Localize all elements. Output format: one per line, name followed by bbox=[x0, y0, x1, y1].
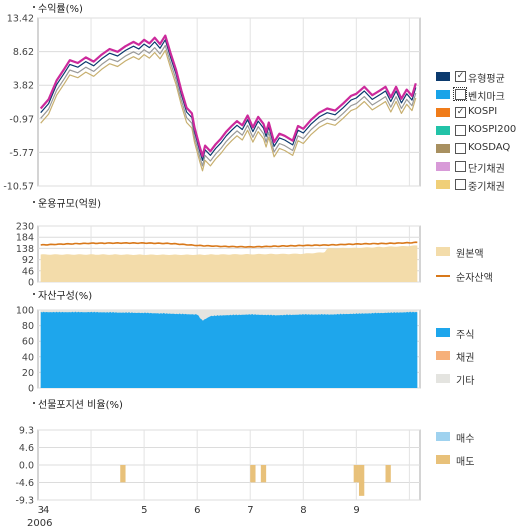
chart-panel-1: 수익률(%) 13.42 8.62 3.82 -0.97 -5.77 -10.57 bbox=[3, 3, 421, 193]
legend-swatch bbox=[436, 126, 450, 135]
legend-label: KOSPI bbox=[468, 106, 498, 117]
y-tick-label: 8.62 bbox=[13, 47, 34, 58]
legend-label: 채권 bbox=[456, 353, 475, 364]
y-tick-label: 100 bbox=[16, 306, 34, 317]
y-tick-label: 20 bbox=[22, 368, 34, 379]
legend-swatch bbox=[436, 162, 450, 171]
x-tick-label: 9 bbox=[353, 505, 359, 516]
legend-label: 주식 bbox=[456, 330, 475, 341]
y-tick-label: -9.3 bbox=[15, 496, 34, 507]
plot-frame bbox=[37, 17, 421, 187]
y-tick-label: -0.97 bbox=[9, 114, 34, 125]
series-line-type_avg bbox=[40, 39, 417, 161]
bar-sell bbox=[250, 465, 256, 483]
legend-checkbox[interactable] bbox=[455, 143, 466, 154]
y-tick-label: -5.77 bbox=[9, 148, 34, 159]
legend-checkbox[interactable]: ✓ bbox=[455, 107, 466, 118]
legend-checkbox[interactable]: ✓ bbox=[455, 71, 466, 82]
y-tick-label: 92 bbox=[22, 255, 34, 266]
legend-checkbox[interactable] bbox=[455, 89, 466, 100]
legend-swatch bbox=[436, 328, 450, 337]
y-tick-label: 0 bbox=[28, 384, 34, 395]
legend-label: 순자산액 bbox=[456, 273, 493, 284]
title-bullet bbox=[33, 293, 35, 295]
legend-swatch bbox=[436, 144, 450, 153]
y-tick-label: 138 bbox=[16, 244, 34, 255]
bar-sell bbox=[358, 465, 365, 496]
x-tick-label: 6 bbox=[194, 505, 200, 516]
legend-swatch bbox=[436, 275, 450, 277]
y-tick-label: 9.3 bbox=[19, 426, 34, 437]
chart-title: 자산구성(%) bbox=[38, 290, 92, 302]
title-bullet bbox=[33, 201, 35, 203]
legend-label: 단기채권 bbox=[468, 164, 505, 175]
legend-label: 기타 bbox=[456, 376, 475, 387]
legend-label: KOSDAQ bbox=[468, 142, 511, 153]
y-tick-label: 13.42 bbox=[7, 14, 34, 25]
y-tick-label: -4.6 bbox=[15, 478, 34, 489]
legend-swatch bbox=[436, 180, 450, 189]
x-tick-label: 3 bbox=[38, 505, 44, 516]
bar-sell bbox=[385, 465, 391, 483]
x-year-label: 2006 bbox=[27, 518, 52, 529]
chart-title: 선물포지션 비율(%) bbox=[38, 399, 123, 411]
legend-swatch bbox=[436, 351, 450, 360]
title-bullet bbox=[33, 402, 35, 404]
x-tick-label: 5 bbox=[141, 505, 147, 516]
x-tick-label: 4 bbox=[43, 505, 49, 516]
chart-title: 운용규모(억원) bbox=[38, 198, 101, 210]
legend-label: 원본액 bbox=[456, 249, 484, 260]
y-tick-label: 0.0 bbox=[19, 461, 34, 472]
y-tick-label: 184 bbox=[16, 233, 34, 244]
legend-checkbox[interactable] bbox=[455, 125, 466, 136]
legend-label: 유형평균 bbox=[468, 74, 505, 85]
legend-label: 벤치마크 bbox=[468, 92, 505, 103]
legend-swatch bbox=[436, 374, 450, 383]
y-tick-label: 230 bbox=[16, 222, 34, 233]
legend-label: 매수 bbox=[456, 434, 475, 445]
legend-label: KOSPI200 bbox=[468, 124, 517, 135]
y-tick-label: -10.57 bbox=[3, 182, 34, 193]
bar-sell bbox=[120, 465, 126, 483]
legend-label: 매도 bbox=[456, 457, 475, 468]
legend-swatch bbox=[436, 72, 450, 81]
legend-swatch bbox=[436, 90, 450, 99]
legend-checkbox[interactable] bbox=[455, 161, 466, 172]
y-tick-label: 0 bbox=[28, 278, 34, 289]
bar-sell bbox=[260, 465, 267, 483]
chart-title: 수익률(%) bbox=[38, 3, 83, 15]
series-line-kospi bbox=[40, 44, 417, 167]
legend-swatch bbox=[436, 108, 450, 117]
area-stock bbox=[40, 311, 418, 388]
y-tick-label: 80 bbox=[22, 321, 34, 332]
y-tick-label: 4.6 bbox=[19, 443, 34, 454]
x-tick-label: 8 bbox=[300, 505, 306, 516]
legend-swatch bbox=[436, 432, 450, 441]
series-line-kosdaq bbox=[40, 49, 417, 172]
y-tick-label: 46 bbox=[22, 266, 34, 277]
y-tick-label: 3.82 bbox=[13, 81, 34, 92]
y-tick-label: 40 bbox=[22, 352, 34, 363]
legend-focus-outline bbox=[453, 87, 467, 101]
line-net-asset bbox=[40, 241, 418, 248]
series-line-fund bbox=[39, 34, 417, 158]
y-tick-label: 60 bbox=[22, 337, 34, 348]
bar-sell bbox=[353, 465, 359, 483]
legend-label: 중기채권 bbox=[468, 182, 505, 193]
area-original-amount bbox=[40, 245, 418, 282]
x-tick-label: 7 bbox=[247, 505, 253, 516]
legend-swatch bbox=[436, 247, 450, 256]
title-bullet bbox=[33, 6, 35, 8]
legend-swatch bbox=[436, 455, 450, 464]
legend-checkbox[interactable] bbox=[455, 179, 466, 190]
